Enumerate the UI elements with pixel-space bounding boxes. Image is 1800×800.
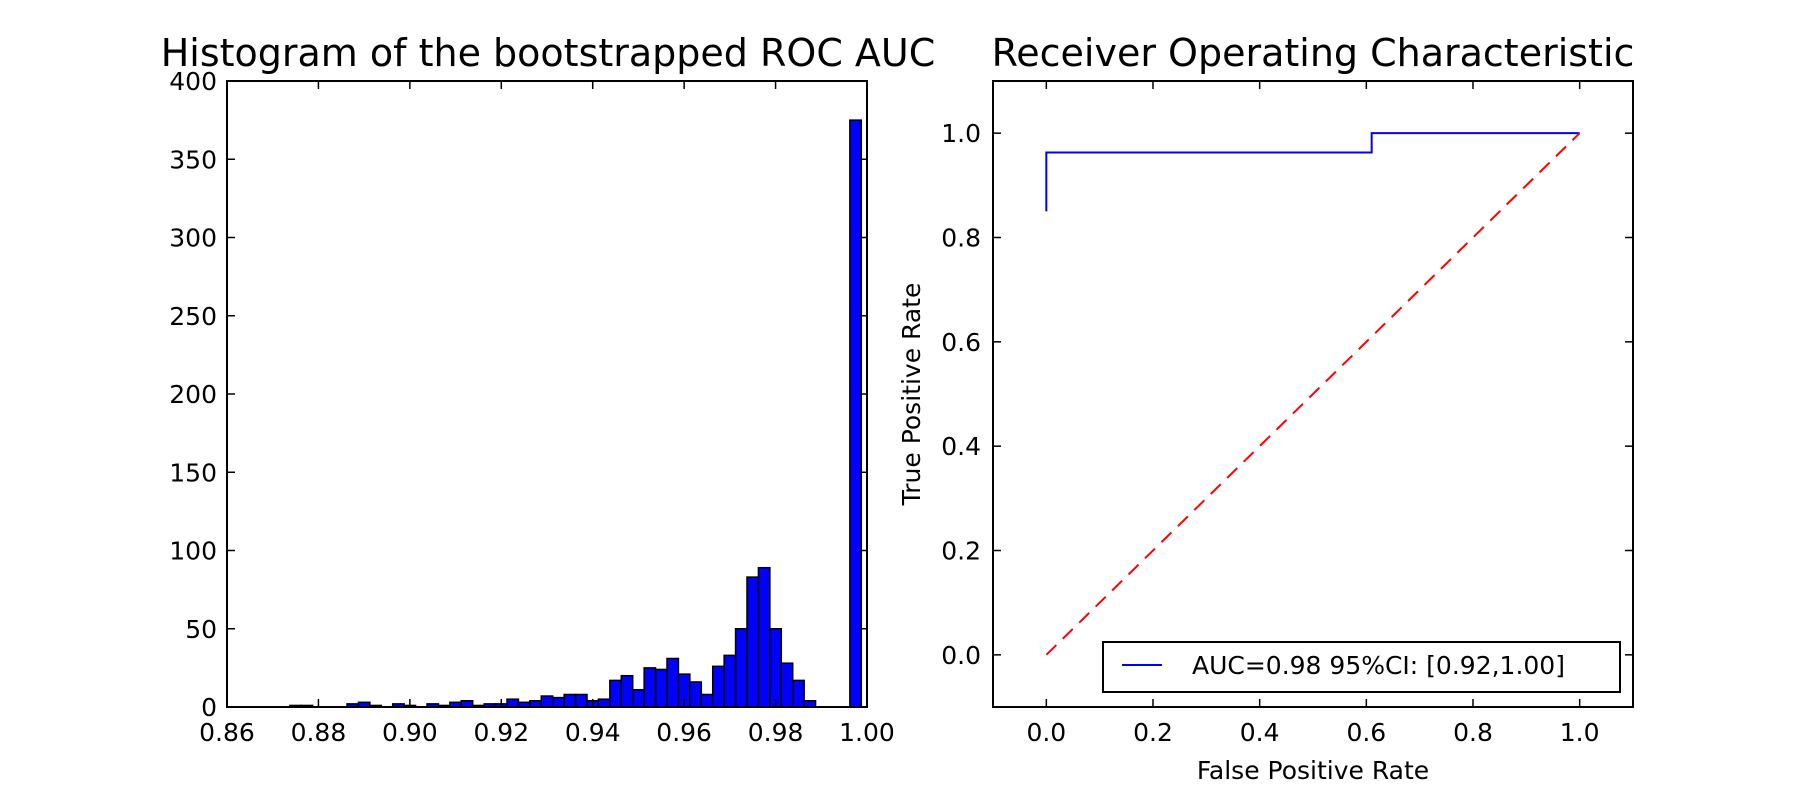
- legend-label-roc: AUC=0.98 95%CI: [0.92,1.00]: [1192, 651, 1565, 680]
- x-tick-label: 0.86: [199, 718, 255, 747]
- histogram-title: Histogram of the bootstrapped ROC AUC: [161, 31, 936, 75]
- x-tick-label: 0.98: [748, 718, 804, 747]
- histogram-bar: [711, 665, 725, 708]
- histogram-bar: [631, 689, 645, 708]
- histogram-bar: [506, 698, 520, 708]
- histogram-bar: [734, 628, 748, 708]
- histogram-frame: [226, 80, 868, 708]
- histogram-bar: [643, 667, 657, 708]
- y-tick-label: 50: [185, 615, 217, 644]
- histogram-bar: [654, 668, 668, 708]
- chance-diagonal-line: [1045, 132, 1581, 656]
- y-tick-label: 150: [169, 458, 217, 487]
- y-tick-label: 0.8: [941, 224, 981, 253]
- x-tick-label: 0.90: [382, 718, 438, 747]
- histogram-bar: [689, 681, 703, 708]
- histogram-bar: [780, 662, 794, 708]
- roc-frame: [992, 80, 1634, 708]
- x-tick-label: 0.8: [1453, 718, 1493, 747]
- roc-panel: Receiver Operating Characteristic 0.0 0.2…: [897, 31, 1634, 785]
- x-tick-label: 0.6: [1346, 718, 1386, 747]
- histogram-bar: [849, 119, 863, 708]
- x-tick-label: 0.4: [1240, 718, 1280, 747]
- y-tick-label: 400: [169, 67, 217, 96]
- roc-title: Receiver Operating Characteristic: [992, 31, 1635, 75]
- x-tick-label: 0.0: [1026, 718, 1066, 747]
- legend-box: [1102, 641, 1621, 693]
- roc-y-axis-label: True Positive Rate: [897, 283, 926, 507]
- roc-x-axis-label: False Positive Rate: [1197, 756, 1429, 785]
- histogram-bar: [769, 628, 783, 708]
- x-tick-label: 0.2: [1133, 718, 1173, 747]
- histogram-bar: [609, 679, 623, 708]
- y-tick-label: 350: [169, 145, 217, 174]
- x-tick-label: 1.0: [1560, 718, 1600, 747]
- histogram-bar: [723, 654, 737, 708]
- histogram-bar: [666, 657, 680, 708]
- histogram-bar: [540, 695, 554, 708]
- x-tick-label: 0.92: [473, 718, 529, 747]
- roc-ticks: 0.0 0.2 0.4 0.6 0.8 1.0 0.0 0.2 0.4 0.6 0.8 1.0: [941, 81, 1633, 747]
- y-tick-label: 300: [169, 224, 217, 253]
- histogram-bar: [574, 693, 588, 708]
- roc-legend: AUC=0.98 95%CI: [0.92,1.00]: [1102, 641, 1621, 693]
- y-tick-label: 0.6: [941, 328, 981, 357]
- y-tick-label: 250: [169, 302, 217, 331]
- x-tick-label: 0.96: [656, 718, 712, 747]
- histogram-ticks: 0.86 0.88 0.90 0.92 0.94 0.96 0.98 1.00 0 50 100 15…: [169, 67, 895, 747]
- roc-lines: [1045, 132, 1581, 656]
- y-tick-label: 0.2: [941, 537, 981, 566]
- x-tick-label: 0.94: [565, 718, 621, 747]
- x-tick-label: 1.00: [839, 718, 895, 747]
- y-tick-label: 0.0: [941, 641, 981, 670]
- histogram-bar: [551, 696, 565, 708]
- histogram-bar: [597, 698, 611, 708]
- histogram-bars: [289, 119, 863, 708]
- histogram-bar: [700, 693, 714, 708]
- x-tick-label: 0.88: [291, 718, 347, 747]
- histogram-bar: [620, 674, 634, 708]
- histogram-bar: [746, 576, 760, 708]
- y-tick-label: 0.4: [941, 432, 981, 461]
- histogram-bar: [563, 693, 577, 708]
- histogram-bar: [791, 679, 805, 708]
- y-tick-label: 0: [201, 693, 217, 722]
- histogram-panel: Histogram of the bootstrapped ROC AUC 0.…: [161, 31, 936, 747]
- y-tick-label: 200: [169, 380, 217, 409]
- roc-curve-line: [1045, 132, 1580, 212]
- y-tick-label: 1.0: [941, 119, 981, 148]
- histogram-bar: [757, 566, 771, 708]
- y-tick-label: 100: [169, 537, 217, 566]
